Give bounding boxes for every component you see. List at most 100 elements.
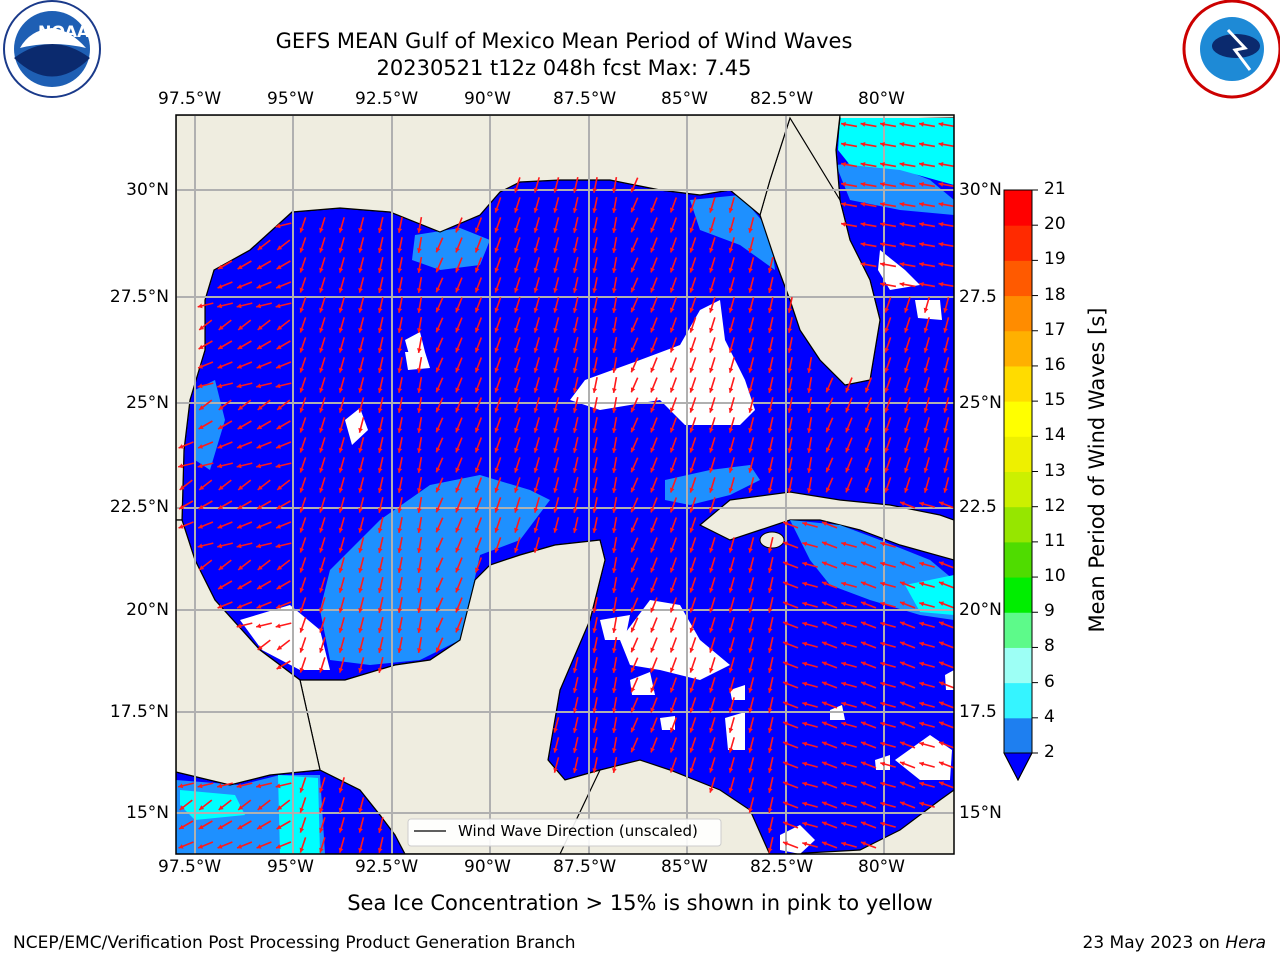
direction-arrowhead [237, 284, 242, 289]
direction-arrowhead [670, 267, 675, 273]
direction-arrowhead [514, 347, 519, 353]
direction-arrowhead [880, 661, 886, 667]
direction-arrowhead [923, 387, 929, 393]
direction-arrowhead [319, 627, 324, 633]
direction-arrowhead [338, 227, 344, 233]
direction-arrowhead [709, 487, 714, 493]
direction-arrowhead [217, 383, 223, 389]
direction-arrowhead [397, 408, 403, 413]
direction-arrowhead [904, 307, 909, 313]
direction-arrowhead [197, 543, 203, 549]
direction-arrowhead [377, 368, 383, 373]
direction-arrowhead [884, 467, 890, 473]
direction-arrowhead [767, 808, 773, 813]
colorbar-segment [1004, 717, 1032, 754]
direction-arrowhead [218, 805, 224, 810]
direction-arrowhead [767, 488, 773, 493]
direction-arrowhead [199, 485, 205, 490]
direction-arrowhead [218, 325, 224, 330]
direction-arrowhead [218, 424, 224, 429]
colorbar-tick-label: 18 [1044, 284, 1066, 305]
direction-arrowhead [822, 701, 827, 706]
direction-arrowhead [709, 367, 714, 373]
direction-arrowhead [709, 667, 714, 673]
direction-arrowhead [612, 588, 617, 593]
direction-arrowhead [276, 844, 281, 849]
direction-arrowhead [338, 467, 344, 473]
direction-arrowhead [767, 288, 773, 293]
direction-arrowhead [630, 707, 636, 713]
direction-arrowhead [900, 601, 905, 606]
direction-arrowhead [919, 721, 925, 727]
direction-arrowhead [880, 541, 886, 547]
direction-arrowhead [860, 262, 866, 267]
direction-arrowhead [783, 741, 788, 746]
direction-arrowhead [939, 681, 944, 686]
direction-arrowhead [299, 467, 305, 473]
direction-arrowhead [919, 781, 925, 787]
direction-arrowhead [689, 467, 695, 473]
direction-arrowhead [358, 607, 363, 613]
direction-arrowhead [612, 748, 617, 753]
direction-arrowhead [728, 767, 734, 773]
direction-arrowhead [767, 368, 773, 373]
direction-arrowhead [217, 463, 223, 469]
direction-arrowhead [841, 561, 847, 567]
direction-arrowhead [435, 587, 441, 593]
direction-arrowhead [237, 584, 243, 589]
direction-arrowhead [709, 687, 714, 693]
direction-arrowhead [275, 223, 281, 229]
direction-arrowhead [592, 708, 598, 713]
lat-tick-left: 22.5°N [109, 497, 169, 517]
direction-arrowhead [709, 627, 714, 633]
direction-arrowhead [338, 307, 344, 313]
direction-arrowhead [919, 801, 925, 807]
direction-arrowhead [358, 427, 363, 433]
direction-arrowhead [455, 587, 460, 593]
direction-arrowhead [630, 267, 636, 273]
direction-arrowhead [319, 407, 324, 413]
direction-arrowhead [514, 187, 519, 193]
direction-arrowhead [880, 581, 886, 587]
direction-arrowhead [338, 507, 344, 513]
direction-arrowhead [553, 387, 558, 393]
direction-arrowhead [904, 427, 909, 433]
direction-arrowhead [861, 621, 866, 626]
direction-arrowhead [630, 727, 636, 733]
lat-tick-right: 22.5 [959, 497, 997, 517]
direction-arrowhead [237, 344, 243, 349]
direction-arrowhead [861, 781, 866, 786]
direction-arrowhead [494, 427, 500, 433]
direction-arrowhead [670, 487, 675, 493]
direction-arrowhead [939, 561, 944, 566]
direction-arrowhead [650, 527, 655, 533]
colorbar-tick-label: 21 [1044, 179, 1066, 199]
direction-arrowhead [377, 248, 383, 253]
direction-arrowhead [612, 228, 617, 233]
direction-arrowhead [767, 708, 773, 713]
direction-arrowhead [319, 547, 324, 553]
direction-arrowhead [358, 467, 363, 473]
direction-arrowhead [553, 267, 558, 273]
direction-arrowhead [670, 507, 675, 513]
direction-arrowhead [592, 528, 598, 533]
direction-arrowhead [514, 467, 519, 473]
direction-arrowhead [417, 448, 422, 453]
direction-arrowhead [841, 801, 847, 807]
direction-arrowhead [728, 687, 734, 693]
lon-tick-bottom: 90°W [464, 857, 511, 877]
direction-arrowhead [880, 801, 886, 807]
direction-arrowhead [689, 707, 695, 713]
nws-logo [1182, 0, 1280, 99]
direction-arrowhead [904, 487, 909, 493]
direction-arrowhead [880, 601, 886, 607]
direction-arrowhead [904, 467, 909, 473]
direction-arrowhead [299, 287, 305, 293]
direction-arrowhead [612, 708, 617, 713]
direction-arrowhead [358, 347, 363, 353]
colorbar-tick-label: 20 [1044, 214, 1066, 235]
direction-arrowhead [455, 407, 460, 413]
direction-arrowhead [338, 347, 344, 353]
direction-arrowhead [709, 507, 714, 513]
noaa-logo [3, 0, 101, 98]
